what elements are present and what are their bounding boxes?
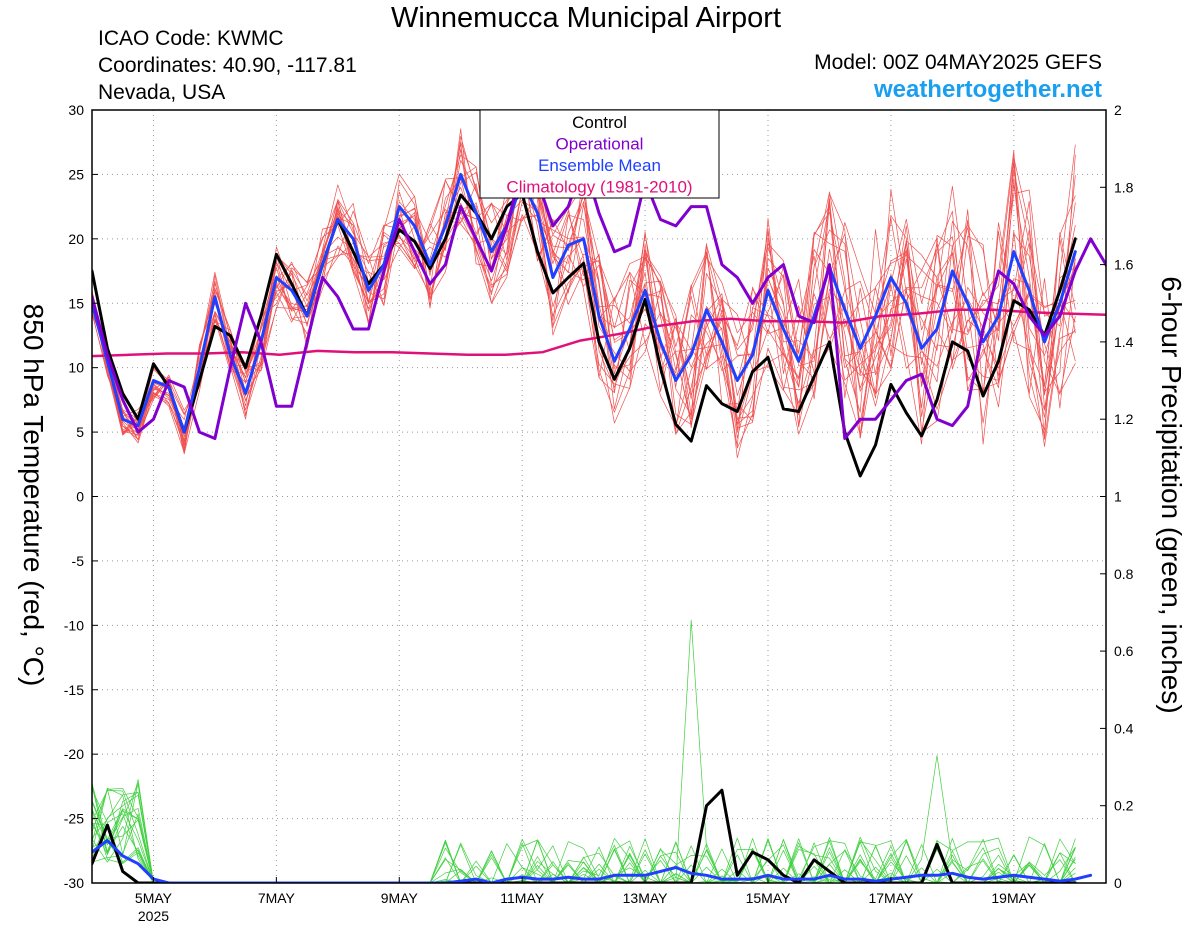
y-tick-label: 5 xyxy=(76,424,84,440)
coordinates: Coordinates: 40.90, -117.81 xyxy=(98,54,357,77)
legend-box xyxy=(479,109,720,199)
ensemble-precip-member xyxy=(92,785,1076,883)
legend-item: Ensemble Mean xyxy=(538,156,661,175)
x-tick-sublabel: 2025 xyxy=(138,908,169,924)
region: Nevada, USA xyxy=(98,81,226,104)
legend-item: Operational xyxy=(556,135,644,154)
y2-tick-label: 1.2 xyxy=(1114,411,1134,427)
ensemble-precip-member xyxy=(92,790,1076,883)
legend-item: Climatology (1981-2010) xyxy=(506,178,692,197)
ensemble-precip-member xyxy=(92,783,1076,883)
y2-tick-label: 0.8 xyxy=(1114,566,1134,582)
x-tick-label: 11MAY xyxy=(500,890,544,906)
x-tick-label: 9MAY xyxy=(381,890,419,906)
y-tick-label: -20 xyxy=(64,746,84,762)
ensemble-temp-member xyxy=(92,141,1076,441)
operational-line xyxy=(92,160,1106,440)
y2-tick-label: 2 xyxy=(1114,102,1122,118)
y-tick-label: -15 xyxy=(64,682,84,698)
icao-code: ICAO Code: KWMC xyxy=(98,27,284,50)
x-tick-label: 13MAY xyxy=(623,890,669,906)
y-tick-label: 25 xyxy=(68,166,84,182)
x-tick-label: 7MAY xyxy=(258,890,296,906)
ensemble-precip-member xyxy=(92,779,1076,883)
y-tick-label: -30 xyxy=(64,875,84,891)
y2-tick-label: 1 xyxy=(1114,489,1122,505)
ensemble-precip-member xyxy=(92,809,1076,883)
y2-tick-label: 0.4 xyxy=(1114,720,1134,736)
ensemble-temp-member xyxy=(92,159,1076,443)
ensemble-temp-member xyxy=(92,154,1076,455)
x-tick-label: 5MAY xyxy=(135,890,173,906)
y-tick-label: 30 xyxy=(68,102,84,118)
y-tick-label: -10 xyxy=(64,617,84,633)
y2-tick-label: 0 xyxy=(1114,875,1122,891)
control-precip-line xyxy=(92,788,1077,883)
ensemble-mean-line xyxy=(92,172,1077,434)
model-run: Model: 00Z 04MAY2025 GEFS xyxy=(814,51,1102,74)
ensemble-precip-member xyxy=(92,787,1076,883)
y2-tick-label: 0.2 xyxy=(1114,798,1134,814)
ensemble-precip-member xyxy=(92,801,1076,883)
ensemble-mean-precip-line xyxy=(92,839,1093,883)
site-link[interactable]: weathertogether.net xyxy=(873,76,1102,103)
y2-tick-label: 1.8 xyxy=(1114,179,1134,195)
page-title: Winnemucca Municipal Airport xyxy=(390,2,782,34)
y-tick-label: 15 xyxy=(68,295,84,311)
ensemble-temp-member xyxy=(92,162,1076,459)
ensemble-precip-member xyxy=(92,619,1076,883)
y-tick-label: 0 xyxy=(76,489,84,505)
x-tick-label: 19MAY xyxy=(991,890,1037,906)
y-tick-label: -25 xyxy=(64,811,84,827)
x-tick-label: 15MAY xyxy=(746,890,792,906)
control-line xyxy=(92,192,1077,478)
y2-tick-label: 1.6 xyxy=(1114,257,1134,273)
y2-tick-label: 1.4 xyxy=(1114,334,1134,350)
y2-tick-label: 0.6 xyxy=(1114,643,1134,659)
y-tick-label: -5 xyxy=(72,553,85,569)
ensemble-precip-member xyxy=(92,807,1076,883)
x-tick-label: 17MAY xyxy=(868,890,914,906)
y-tick-label: 20 xyxy=(68,231,84,247)
y-tick-label: 10 xyxy=(68,360,84,376)
ensemble-precip-member xyxy=(92,809,1076,883)
ensemble-temp-member xyxy=(92,143,1076,439)
legend-item: Control xyxy=(572,113,627,132)
